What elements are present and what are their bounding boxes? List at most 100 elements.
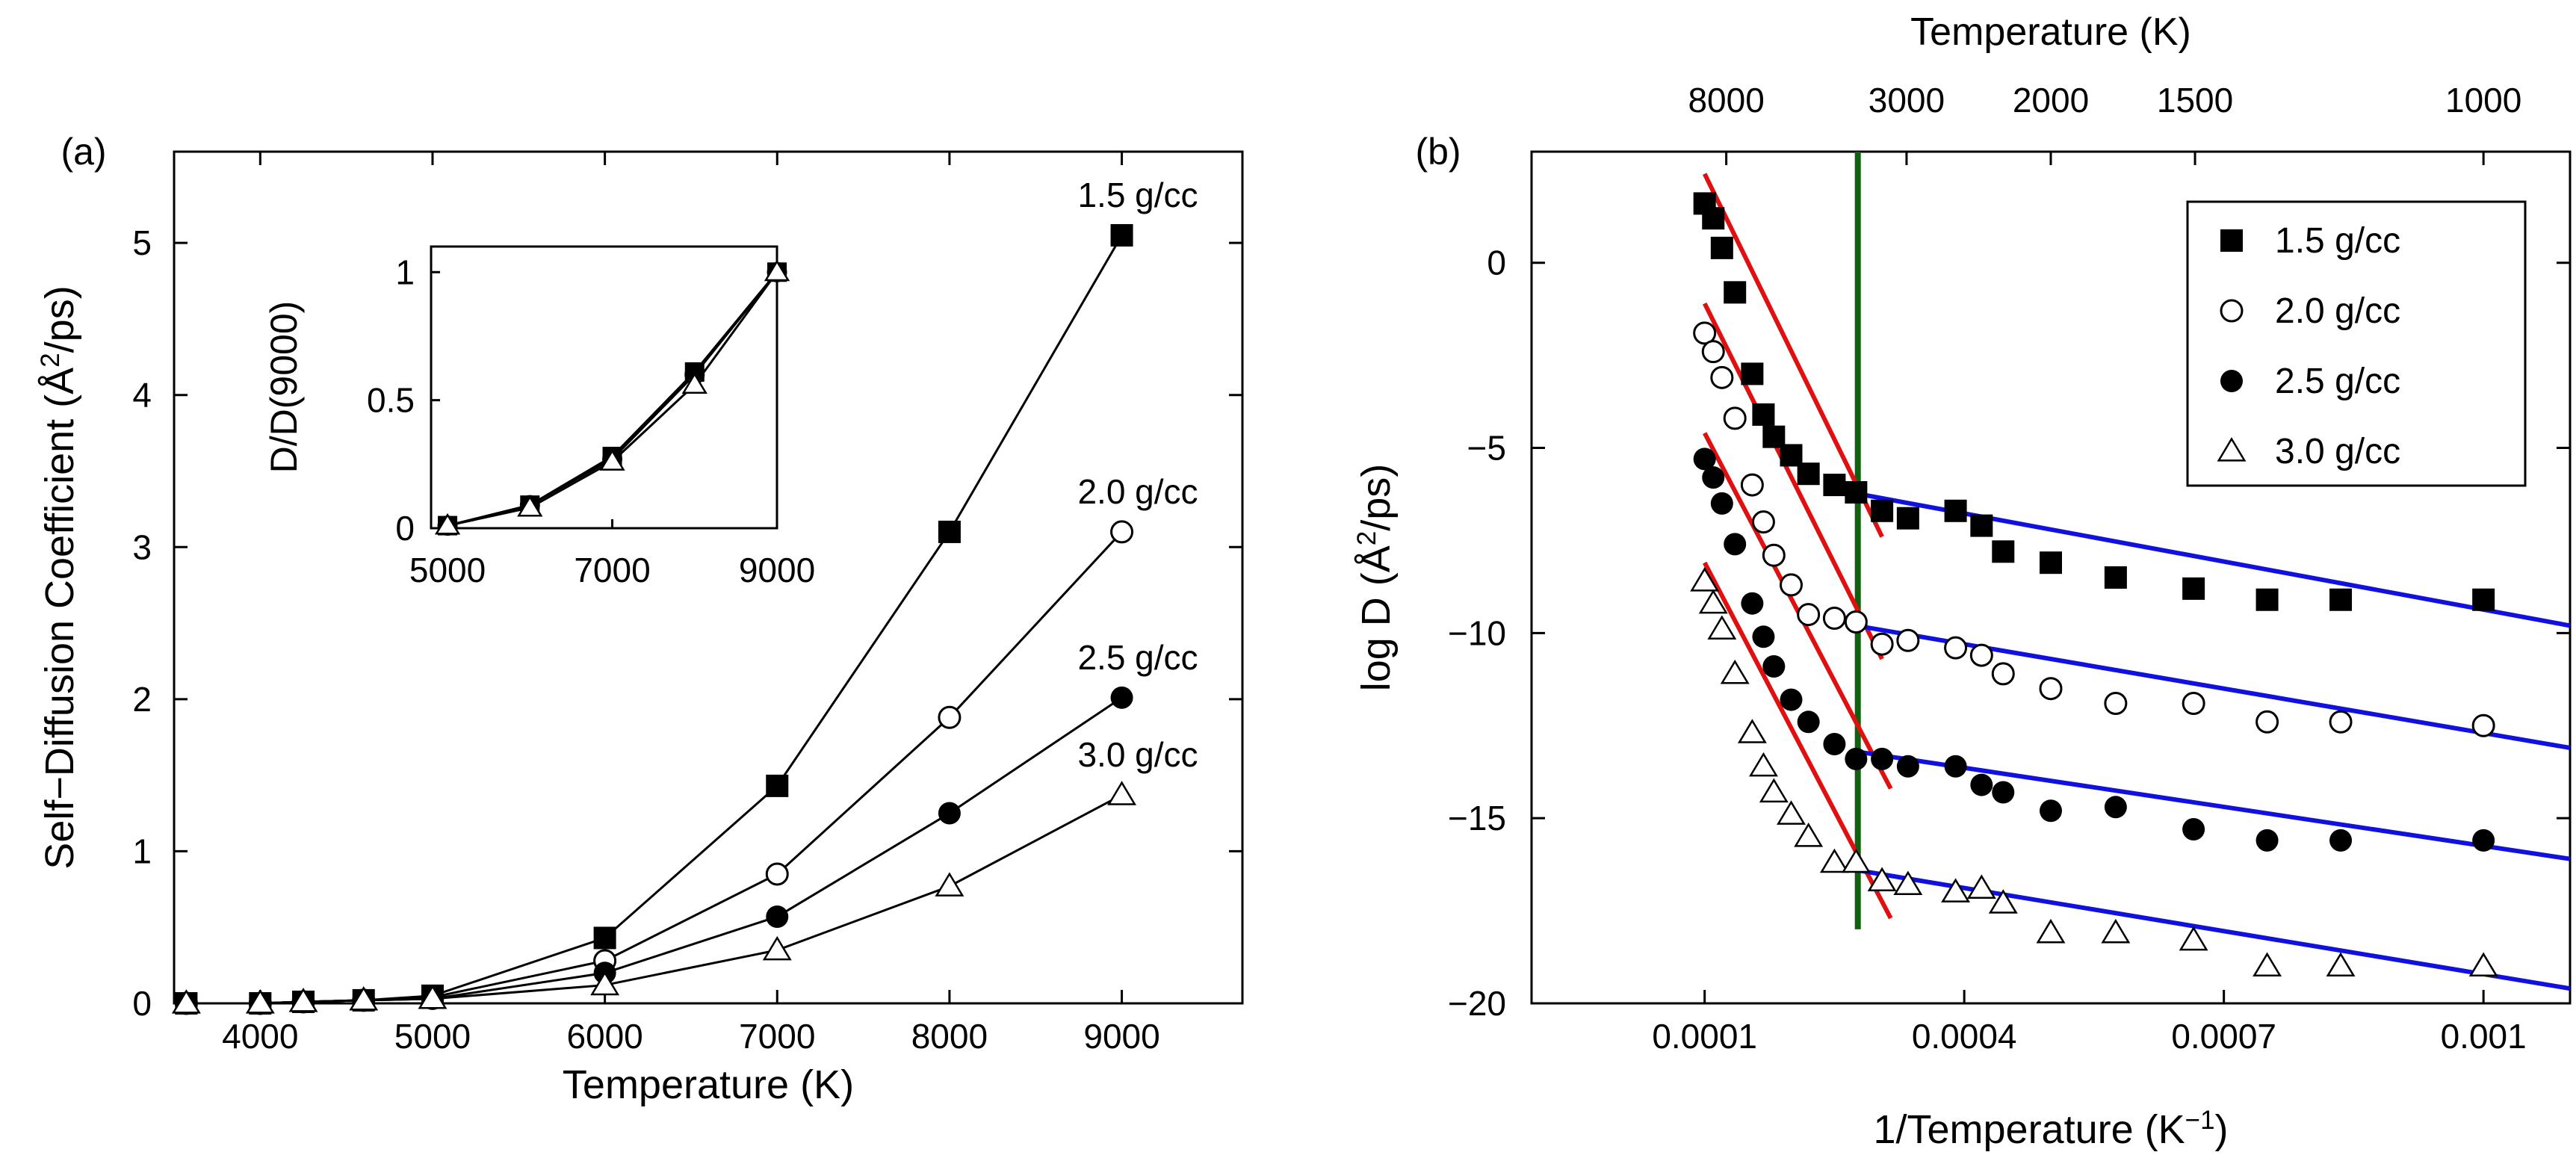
data-point (2040, 799, 2062, 823)
panel-label: (b) (1415, 131, 1461, 173)
data-point (1841, 848, 1871, 873)
data-point (1991, 662, 2015, 686)
top-tick-label: 3000 (1868, 81, 1945, 120)
fit-line (1855, 749, 2571, 861)
data-point (1944, 755, 1967, 778)
data-point (288, 988, 318, 1012)
data-point (1762, 654, 1786, 678)
data-point (1724, 533, 1747, 556)
y-axis-label: Self−Diffusion Coefficient (Å2/ps) (36, 285, 83, 869)
data-point (1871, 747, 1894, 770)
inset-data-point (599, 449, 625, 471)
data-point (1777, 800, 1806, 825)
x-tick-label: 0.0001 (1652, 1017, 1757, 1056)
data-point (1988, 889, 2018, 914)
series-line (186, 696, 1123, 1005)
data-point (418, 984, 448, 1009)
data-point (1797, 710, 1820, 734)
inset-frame (430, 245, 778, 530)
y-tick-label: 4 (132, 376, 152, 415)
data-point (2326, 952, 2356, 977)
data-point (1944, 499, 1967, 522)
data-point (1710, 365, 1734, 389)
inset-y-tick-label: 0.5 (367, 381, 415, 420)
y-tick-label: 5 (132, 223, 152, 262)
inset-y-tick-label: 0 (395, 509, 415, 548)
data-point (2468, 952, 2498, 977)
data-point (1751, 510, 1775, 534)
series-line (186, 793, 1123, 1005)
panel-a: 4000 5000 6000 7000 8000 9000 0 1 2 3 4 5 Temperatur… (36, 131, 1244, 1107)
data-point (2040, 551, 2062, 575)
fit-line (1830, 486, 2571, 628)
data-point (1896, 755, 1919, 778)
data-point (762, 935, 792, 961)
top-tick-label: 1000 (2445, 81, 2521, 120)
x-axis-label: 1/Temperature (K−1) (1873, 1106, 2228, 1153)
data-point (1845, 481, 1868, 504)
y-axis-label: log D (Å2/ps) (1352, 464, 1399, 692)
data-point (1870, 632, 1894, 656)
data-point (1941, 878, 1971, 902)
data-point (766, 774, 789, 797)
data-point (935, 872, 965, 897)
legend-label: 3.0 g/cc (2275, 432, 2400, 471)
data-point (1110, 686, 1133, 709)
x-tick-label: 0.0004 (1912, 1017, 2017, 1056)
y-tick-label: −20 (1448, 984, 1506, 1023)
data-point (1797, 603, 1821, 627)
data-point (2036, 918, 2066, 944)
fit-line (1855, 867, 2571, 991)
legend-marker (2220, 229, 2243, 252)
inset-y-axis-label: D/D(9000) (263, 301, 305, 474)
data-point (1720, 659, 1750, 684)
data-point (1780, 573, 1803, 597)
x-tick-label: 0.0007 (2171, 1017, 2276, 1056)
data-point (1723, 406, 1747, 430)
data-point (2255, 710, 2279, 734)
data-point (1702, 466, 1725, 489)
inset-x-tick-label: 9000 (739, 551, 815, 589)
data-point (2101, 918, 2131, 944)
inset-data-point (517, 495, 543, 517)
data-point (1748, 752, 1778, 777)
data-point (349, 985, 379, 1011)
data-point (938, 520, 961, 543)
data-point (1992, 540, 2015, 563)
data-point (2255, 829, 2279, 852)
legend-frame (2186, 200, 2527, 487)
data-point (1819, 848, 1849, 873)
data-point (2253, 952, 2282, 977)
legend: 1.5 g/cc 2.0 g/cc 2.5 g/cc 3.0 g/cc (2186, 200, 2527, 487)
data-point (1710, 492, 1733, 515)
data-point (766, 905, 789, 928)
legend-marker (2220, 370, 2243, 392)
data-point (1741, 362, 1764, 386)
fit-line (1702, 302, 1884, 660)
inset-data-point (764, 259, 790, 282)
plot-frame (173, 150, 1244, 1005)
inset-x-tick-label: 5000 (409, 551, 486, 589)
data-point (1966, 874, 1996, 899)
data-point (1844, 610, 1868, 634)
y-tick-label: 3 (132, 527, 152, 566)
y-tick-label: 0 (132, 984, 152, 1023)
legend-label: 1.5 g/cc (2275, 221, 2400, 261)
panel-a-inset: 5000 7000 9000 0 0.5 1 D/D(9000) (263, 245, 815, 589)
data-point (245, 989, 275, 1014)
x-tick-label: 9000 (1083, 1017, 1159, 1056)
data-point (1970, 773, 1993, 796)
data-point (171, 989, 201, 1014)
top-tick-label: 1500 (2157, 81, 2233, 120)
data-point (2182, 692, 2205, 716)
data-point (1823, 733, 1846, 756)
data-point (2104, 796, 2127, 819)
data-point (1797, 462, 1820, 486)
series-label: 2.0 g/cc (1077, 472, 1198, 511)
inset-y-tick-label: 1 (395, 253, 415, 291)
top-tick-label: 2000 (2013, 81, 2089, 120)
data-point (1944, 636, 1968, 660)
series-label: 1.5 g/cc (1077, 176, 1198, 214)
fit-line (1702, 173, 1884, 538)
data-point (1780, 688, 1803, 711)
